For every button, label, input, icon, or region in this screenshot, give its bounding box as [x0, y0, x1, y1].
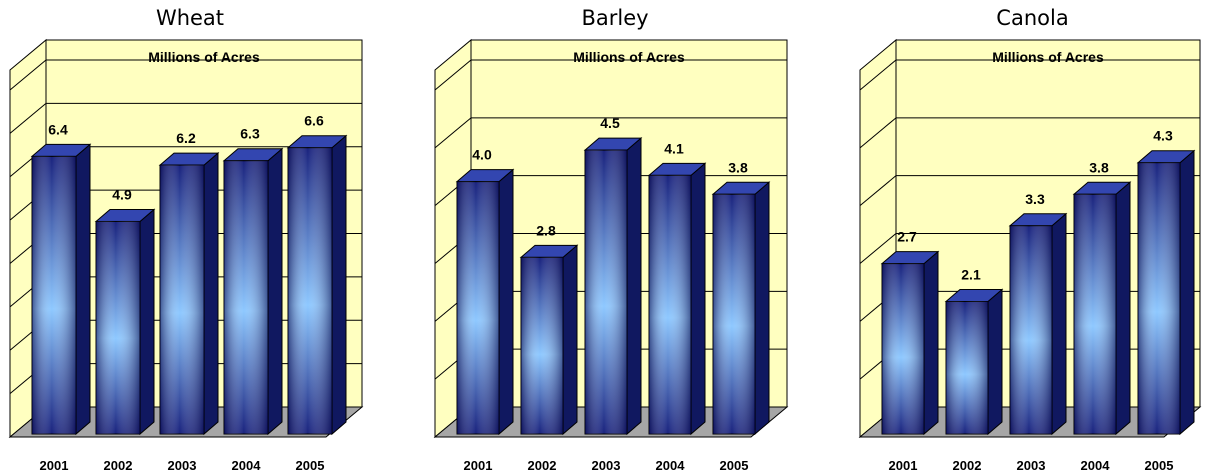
bar-shade — [882, 263, 924, 434]
bar-2004 — [647, 162, 707, 436]
bar-side — [987, 288, 1003, 436]
bar-side — [498, 168, 514, 436]
x-tick-label: 2004 — [656, 458, 686, 473]
data-label: 6.4 — [48, 121, 68, 137]
bar-shade — [521, 257, 563, 434]
data-label: 4.3 — [1153, 128, 1173, 144]
x-tick-label: 2003 — [592, 458, 621, 473]
data-label: 6.6 — [304, 113, 324, 129]
gridline — [9, 59, 47, 91]
data-label: 2.7 — [897, 229, 917, 245]
data-label: 3.8 — [1089, 159, 1109, 175]
x-tick-label: 2001 — [889, 458, 918, 473]
gridline — [859, 175, 897, 207]
bar-shade — [1074, 194, 1116, 434]
bar-shade — [32, 156, 76, 434]
bar-2003 — [158, 151, 220, 436]
bar-side — [267, 147, 283, 436]
x-tick-label: 2002 — [953, 458, 982, 473]
data-label: 6.3 — [240, 126, 260, 142]
bar-side — [562, 244, 578, 436]
barley-chart: Barley Millions of Acres 4.0 2001 2.8 2002 4.… — [425, 0, 805, 476]
x-tick-label: 2003 — [168, 458, 197, 473]
bar-shade — [160, 165, 204, 434]
gridline — [859, 59, 897, 91]
bar-2005 — [286, 134, 348, 436]
bar-side — [1115, 181, 1131, 436]
gridline — [434, 117, 472, 149]
bar-side — [923, 250, 939, 436]
bar-shade — [713, 194, 755, 434]
bar-shade — [1010, 225, 1052, 434]
bar-side — [331, 134, 347, 436]
bar-2002 — [944, 288, 1004, 436]
data-label: 4.5 — [600, 115, 620, 131]
unit-label: Millions of Acres — [148, 49, 260, 65]
bar-shade — [288, 147, 332, 434]
bar-2004 — [222, 147, 284, 436]
unit-label: Millions of Acres — [573, 49, 685, 65]
bar-shade — [224, 160, 268, 435]
data-label: 3.8 — [728, 159, 748, 175]
bar-2001 — [455, 168, 515, 436]
bar-2005 — [711, 181, 771, 436]
canola-chart-plot: Millions of Acres 2.7 2001 2.1 2002 3.3 2003 3.… — [858, 38, 1202, 473]
data-label: 4.1 — [664, 140, 684, 156]
x-tick-label: 2004 — [232, 458, 262, 473]
chart-title: Wheat — [155, 6, 225, 30]
gridline — [9, 102, 47, 134]
bar-shade — [1138, 162, 1180, 434]
wheat-chart: Wheat Millions of Acres 6.4 2001 4.9 2002 6.2… — [0, 0, 380, 476]
bar-side — [75, 143, 91, 436]
bar-side — [1179, 149, 1195, 436]
bar-side — [626, 137, 642, 436]
bar-2003 — [1008, 212, 1068, 436]
x-tick-label: 2005 — [1145, 458, 1174, 473]
data-label: 2.1 — [961, 267, 981, 283]
bar-shade — [585, 150, 627, 434]
barley-chart-plot: Millions of Acres 4.0 2001 2.8 2002 4.5 2003 4.… — [433, 38, 789, 473]
bar-side — [1051, 212, 1067, 436]
data-label: 6.2 — [176, 130, 196, 146]
x-tick-label: 2005 — [296, 458, 325, 473]
chart-title: Barley — [581, 6, 649, 30]
bar-2003 — [583, 137, 643, 436]
data-label: 2.8 — [536, 222, 556, 238]
canola-chart: Canola Millions of Acres 2.7 2001 2.1 2002 3.… — [850, 0, 1215, 476]
wheat-chart-plot: Millions of Acres 6.4 2001 4.9 2002 6.2 2003 6.… — [8, 38, 364, 473]
x-tick-label: 2001 — [40, 458, 69, 473]
x-tick-label: 2001 — [464, 458, 493, 473]
bar-shade — [946, 301, 988, 434]
chart-title: Canola — [996, 6, 1069, 30]
bar-2002 — [94, 208, 156, 436]
bar-2005 — [1136, 149, 1196, 436]
bar-side — [203, 151, 219, 436]
x-tick-label: 2005 — [720, 458, 749, 473]
bar-side — [139, 208, 155, 436]
bar-shade — [649, 175, 691, 434]
unit-label: Millions of Acres — [992, 49, 1104, 65]
bar-side — [754, 181, 770, 436]
gridline — [859, 117, 897, 149]
bar-shade — [457, 181, 499, 434]
x-tick-label: 2003 — [1017, 458, 1046, 473]
data-label: 4.9 — [112, 186, 132, 202]
gridline — [859, 233, 897, 264]
bar-shade — [96, 221, 140, 434]
data-label: 4.0 — [472, 147, 492, 163]
gridline — [434, 59, 472, 91]
data-label: 3.3 — [1025, 191, 1045, 207]
x-tick-label: 2002 — [528, 458, 557, 473]
x-tick-label: 2004 — [1081, 458, 1111, 473]
bar-2004 — [1072, 181, 1132, 436]
bar-2001 — [30, 143, 92, 436]
bar-2001 — [880, 250, 940, 436]
bar-side — [690, 162, 706, 436]
x-tick-label: 2002 — [104, 458, 133, 473]
bar-2002 — [519, 244, 579, 436]
